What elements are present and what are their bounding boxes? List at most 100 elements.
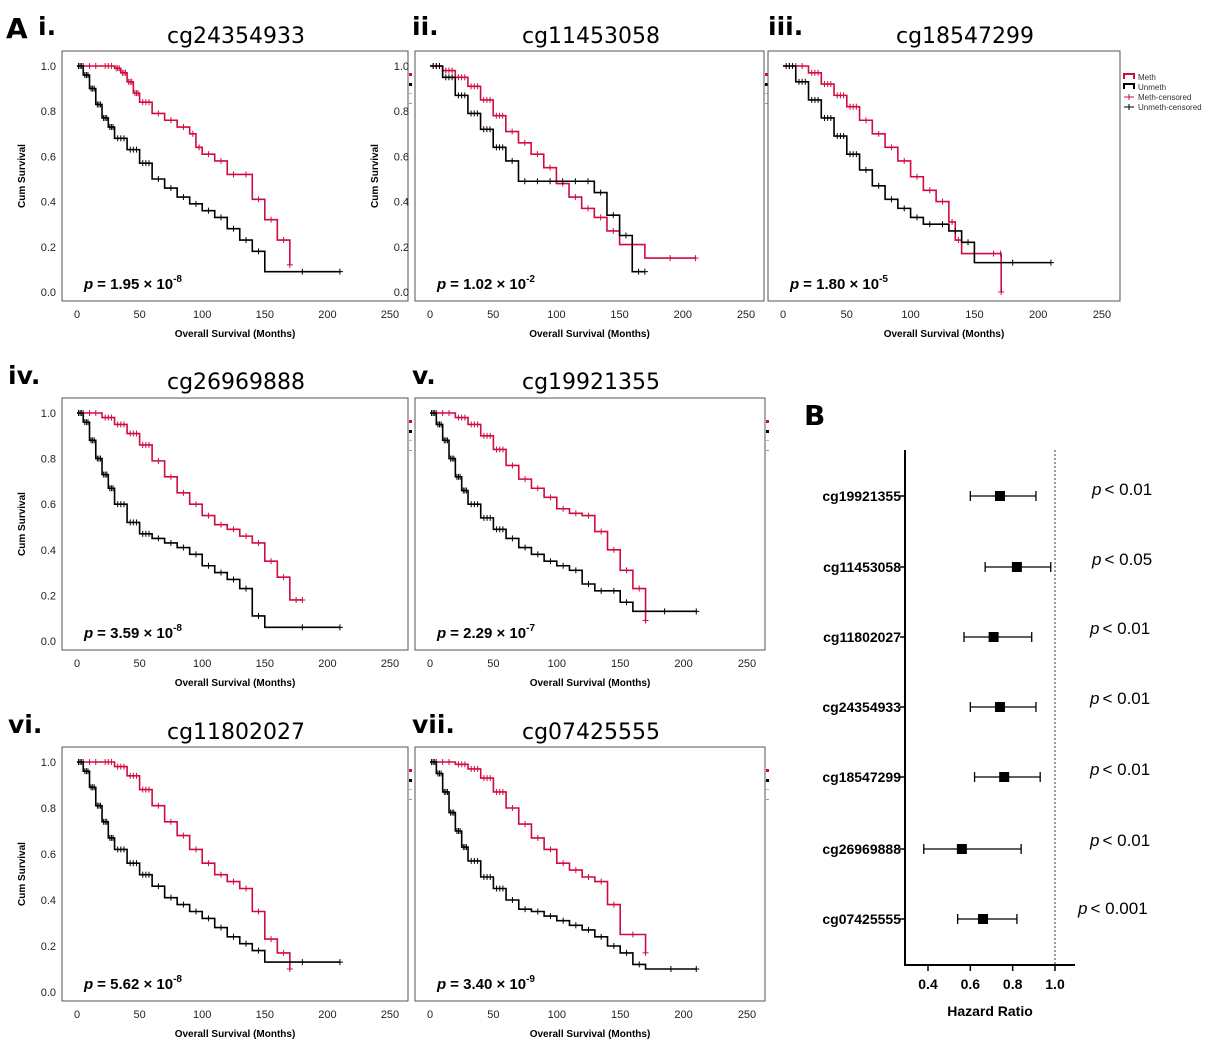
forest-row-label: cg26969888 [822,841,901,857]
y-axis-label: Cum Survival [17,842,28,906]
unmeth-survival-curve [783,65,1051,264]
p-symbol: p [436,976,446,993]
y-tick-label: 0.8 [394,106,409,118]
censor-mark [693,966,700,972]
y-tick-label: 0.6 [41,151,56,163]
x-axis-label: Overall Survival (Months) [175,678,296,689]
forest-x-tick-label: 0.4 [918,976,938,992]
forest-row: cg11802027 p < 0.01 [823,619,1150,645]
p-symbol: p [83,276,93,293]
x-tick-label: 250 [738,1009,756,1021]
panel-title: cg11802027 [167,720,305,745]
x-tick-label: 50 [133,309,145,321]
y-tick-label: 1.0 [41,408,56,420]
forest-x-axis-label: Hazard Ratio [947,1003,1033,1019]
legend-fragment [765,73,768,76]
legend-fragment [409,420,412,423]
x-tick-label: 50 [487,658,499,670]
p-symbol: p [1089,689,1099,708]
x-tick-label: 150 [611,1009,629,1021]
forest-row-label: cg19921355 [822,488,901,504]
y-axis-label: Cum Survival [17,492,28,556]
y-tick-label: 0.0 [394,287,409,299]
p-symbol: p [789,276,799,293]
x-tick-label: 250 [738,658,756,670]
p-value: p = 3.40 × 10-9 [436,974,535,993]
x-tick-label: 150 [965,309,983,321]
x-tick-label: 0 [427,658,433,670]
legend-fragment [409,789,412,790]
p-symbol: p [1089,831,1099,850]
hazard-ratio-point [1011,562,1022,572]
panel-numeral: i. [38,12,56,41]
y-tick-label: 0.6 [41,499,56,511]
x-tick-label: 250 [381,309,399,321]
x-axis-label: Overall Survival (Months) [530,678,651,689]
p-threshold: < 0.001 [1090,899,1147,918]
legend-swatch [1124,94,1134,100]
p-exponent: -9 [526,974,535,985]
meth-survival-curve [430,761,647,953]
x-tick-label: 150 [611,658,629,670]
x-tick-label: 100 [547,309,565,321]
y-tick-label: 1.0 [41,757,56,769]
forest-p-value: p < 0.01 [1089,689,1150,708]
hazard-ratio-point [994,491,1005,501]
p-exponent: -7 [526,623,535,634]
forest-row: cg24354933 p < 0.01 [822,689,1150,715]
x-tick-label: 250 [381,658,399,670]
panel-numeral: vii. [412,710,455,739]
x-tick-label: 50 [487,309,499,321]
p-exponent: -8 [173,623,182,634]
x-tick-label: 250 [1093,309,1111,321]
x-tick-label: 50 [487,1009,499,1021]
p-symbol: p [1089,619,1099,638]
p-exponent: -2 [526,274,535,285]
panel-title: cg11453058 [522,24,660,49]
p-mantissa: = 3.40 × 10 [450,976,526,993]
panel-numeral: ii. [412,12,439,41]
legend-fragment [766,779,769,782]
x-tick-label: 100 [193,658,211,670]
censor-mark [998,289,1005,295]
p-symbol: p [1091,480,1101,499]
plot-frame [61,50,409,302]
p-value: p = 1.02 × 10-2 [436,274,535,293]
censor-mark [1047,259,1054,266]
plot-frame [414,746,766,1002]
y-tick-label: 0.8 [41,454,56,466]
legend-fragment [409,73,412,76]
legend-fragment [766,789,769,790]
hazard-ratio-point [988,632,999,642]
forest-p-value: p < 0.001 [1077,899,1148,918]
y-tick-label: 0.8 [41,803,56,815]
x-axis-label: Overall Survival (Months) [175,329,296,340]
plot-frame [61,746,409,1002]
p-mantissa: = 1.80 × 10 [803,276,879,293]
y-tick-label: 0.6 [41,849,56,861]
panel-title: cg18547299 [896,24,1034,49]
km-panels: i. cg24354933 0 50 100 150 200 250 0.0 0.2 0.4 0.6 0… [8,12,1202,1040]
km-panel-3: iii. cg18547299 0 50 100 150 200 250 Overall Sur… [767,12,1202,340]
p-symbol: p [1077,899,1087,918]
forest-row: cg07425555 p < 0.001 [822,899,1147,927]
x-tick-label: 0 [780,309,786,321]
legend-fragment [765,93,768,94]
y-axis-label: Cum Survival [370,144,381,208]
legend-fragment [409,799,412,800]
y-tick-label: 0.6 [394,151,409,163]
p-threshold: < 0.01 [1102,689,1150,708]
forest-row-label: cg07425555 [822,911,901,927]
x-axis-label: Overall Survival (Months) [530,1029,651,1040]
censor-mark [336,624,343,631]
forest-x-tick-label: 1.0 [1045,976,1065,992]
x-tick-label: 200 [674,1009,692,1021]
x-tick-label: 100 [193,309,211,321]
panel-b-letter: B [804,399,825,432]
legend-fragment [765,103,768,104]
plot-frame [767,50,1121,302]
legend-fragment [766,450,769,451]
y-tick-label: 0.4 [41,197,56,209]
